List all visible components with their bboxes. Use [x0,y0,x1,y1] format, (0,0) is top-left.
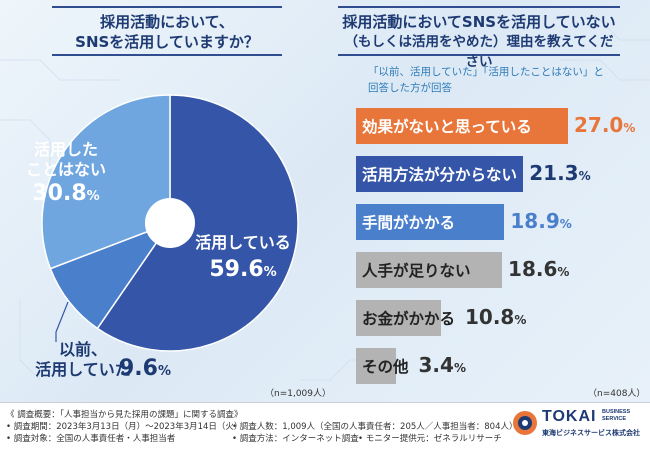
bar-1: 効果がないと思っている [356,108,568,144]
logo-sub: BUSINESS SERVICE [602,409,630,423]
bar-value-2: 21.3% [529,161,590,185]
pie-value-2: 9.6% [119,356,171,381]
tokai-logo-icon [512,410,538,436]
right-title-line-1: 採用活動においてSNSを活用していない [338,12,620,32]
bar-value-5: 10.8% [465,305,526,329]
pie-leader-line [56,302,68,342]
bar-label-2: 活用方法が分からない [362,163,517,185]
footer-period: • 調査期間：2023年3月13日（月）～2023年3月14日（火） [6,420,242,432]
logo-sub-1: BUSINESS [602,409,630,416]
bar-value-3: 18.9% [510,209,571,233]
respondent-note: 「以前、活用していた」「活用したことはない」と 回答した方が回答 [368,64,604,96]
bar-label-6: その他 [362,355,409,377]
bar-value-4: 18.6% [508,257,569,281]
pie-label-3-line-1: 活用した [34,140,98,159]
footer-heading: 《 調査概要：「人事担当から見た採用の課題」に関する調査》 [6,408,242,420]
pie-chart: 活用している59.6%以前、活用していた9.6%活用したことはない30.8% [20,80,340,400]
pie-center-hole [145,198,195,248]
bar-6: その他 [356,348,396,384]
pie-label-2-line-2: 活用していた [35,360,131,379]
note-line-1: 「以前、活用していた」「活用したことはない」と [368,64,604,80]
right-chart-title: 採用活動においてSNSを活用していない （もしくは活用をやめた）理由を教えてくだ… [338,6,620,56]
left-title-line-1: 採用活動において、 [52,12,282,32]
bar-4: 人手が足りない [356,252,502,288]
bar-value-6: 3.4% [419,353,466,377]
pie-label-1-line-1: 活用している [195,233,291,252]
bar-2: 活用方法が分からない [356,156,523,192]
bar-label-4: 人手が足りない [362,259,471,281]
bar-3: 手間がかかる [356,204,504,240]
logo-sub-2: SERVICE [602,416,630,423]
pie-label-2-line-1: 以前、 [59,340,107,359]
logo-main: TOKAI [542,408,596,426]
bar-label-5: お金がかかる [362,307,455,329]
bar-value-1: 27.0% [574,113,635,137]
bar-label-1: 効果がないと思っている [362,115,532,137]
note-line-2: 回答した方が回答 [368,80,604,96]
footer-method: • 調査方法：インターネット調査 [232,432,359,444]
footer-target: • 調査対象：全国の人事責任者・人事担当者 [6,432,175,444]
left-sample-size: （n=1,009人） [265,386,331,399]
left-chart-title: 採用活動において、 SNSを活用していますか？ [52,6,282,56]
bar-5: お金がかかる [356,300,441,336]
right-sample-size: （n=408人） [588,386,645,399]
footer-count: • 調査人数：1,009人（全国の人事責任者：205人／人事担当者：804人） [232,420,518,432]
pie-label-3-line-2: ことはない [26,160,106,179]
left-title-line-2: SNSを活用していますか？ [52,32,282,52]
logo-company: 東海ビジネスサービス株式会社 [542,428,640,438]
bar-label-3: 手間がかかる [362,211,455,233]
footer-monitor: • モニター提供元：ゼネラルリサーチ [358,432,502,444]
survey-footer: 《 調査概要：「人事担当から見た採用の課題」に関する調査》 • 調査期間：202… [0,402,650,451]
